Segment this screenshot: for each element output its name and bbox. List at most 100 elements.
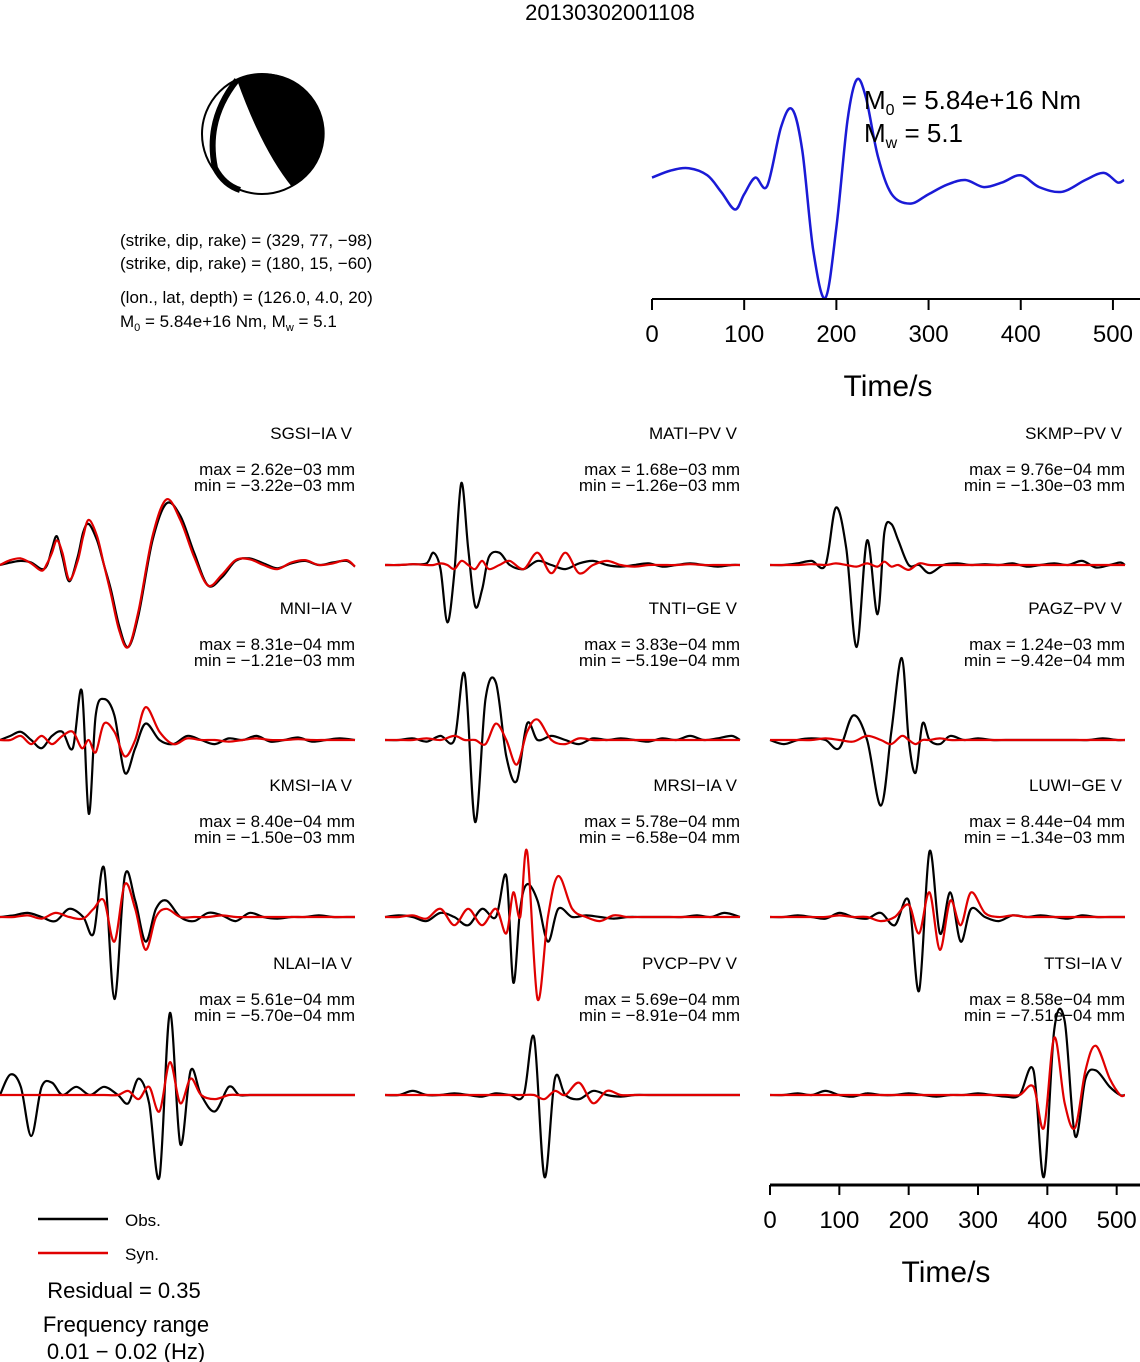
station-name: TNTI−GE V [649, 599, 738, 618]
synthetic-trace [769, 1036, 1126, 1131]
stf-tick-label: 200 [816, 321, 856, 348]
station-name: NLAI−IA V [273, 954, 353, 973]
station-max: max = 8.58e−04 mm [969, 990, 1125, 1009]
station-min: min = −7.51e−04 mm [964, 1006, 1125, 1025]
synthetic-trace [0, 882, 355, 951]
observed-trace [769, 506, 1126, 649]
legend-obs-label: Obs. [125, 1211, 161, 1230]
station-name: TTSI−IA V [1044, 954, 1123, 973]
stf-mw-label: Mw = 5.1 [864, 118, 963, 152]
bottom-tick-label: 0 [763, 1207, 776, 1234]
station-min: min = −1.21e−03 mm [194, 651, 355, 670]
synthetic-trace [770, 891, 1125, 951]
synthetic-trace [0, 1061, 355, 1113]
observed-trace [0, 501, 356, 649]
frequency-range: 0.01 − 0.02 (Hz) [47, 1339, 205, 1362]
stf-m0-label: M0 = 5.84e+16 Nm [864, 85, 1081, 119]
moment-summary: M0 = 5.84e+16 Nm, Mw = 5.1 [120, 312, 337, 334]
synthetic-trace [384, 718, 740, 766]
focal-line-2: (strike, dip, rake) = (180, 15, −60) [120, 254, 372, 273]
beachball-rim-shade [209, 78, 242, 193]
stf-tick-label: 400 [1001, 321, 1041, 348]
station-name: KMSI−IA V [269, 776, 352, 795]
station-min: min = −1.30e−03 mm [964, 476, 1125, 495]
station-name: PAGZ−PV V [1028, 599, 1122, 618]
station-name: MRSI−IA V [653, 776, 737, 795]
bottom-tick-label: 500 [1097, 1207, 1137, 1234]
source-time-function-panel: 0 100 200 300 400 500 Time/s [645, 77, 1140, 403]
focal-line-3: (lon., lat, depth) = (126.0, 4.0, 20) [120, 288, 373, 307]
station-min: min = −8.91e−04 mm [579, 1006, 740, 1025]
bottom-tick-label: 200 [889, 1207, 929, 1234]
stf-curve [651, 77, 1125, 300]
stf-tick-label: 500 [1093, 321, 1133, 348]
stf-tick-label: 100 [724, 321, 764, 348]
figure-title: 20130302001108 [525, 0, 695, 25]
station-name: MNI−IA V [280, 599, 353, 618]
focal-mechanism-beachball [201, 73, 325, 195]
synthetic-trace [384, 551, 740, 575]
synthetic-trace [384, 848, 740, 1002]
station-max: max = 1.24e−03 mm [969, 635, 1125, 654]
bottom-tick-label: 100 [819, 1207, 859, 1234]
legend: Obs. Syn. [38, 1211, 161, 1264]
station-max: max = 5.78e−04 mm [584, 812, 740, 831]
synthetic-trace [0, 706, 355, 758]
synthetic-trace [769, 734, 1125, 746]
residual-label: Residual = 0.35 [47, 1278, 201, 1303]
beachball-compressional-quadrant [237, 73, 325, 187]
station-min: min = −5.70e−04 mm [194, 1006, 355, 1025]
station-name: MATI−PV V [649, 424, 738, 443]
focal-line-1: (strike, dip, rake) = (329, 77, −98) [120, 231, 372, 250]
observed-trace [769, 1007, 1126, 1179]
station-min: min = −5.19e−04 mm [579, 651, 740, 670]
frequency-label: Frequency range [43, 1312, 209, 1337]
legend-syn-label: Syn. [125, 1245, 159, 1264]
station-name: SGSI−IA V [270, 424, 352, 443]
observed-trace [384, 1034, 740, 1179]
station-max: max = 8.40e−04 mm [199, 812, 355, 831]
station-min: min = −9.42e−04 mm [964, 651, 1125, 670]
stf-xlabel: Time/s [844, 370, 933, 403]
station-name: SKMP−PV V [1025, 424, 1123, 443]
stf-tick-label: 0 [645, 321, 658, 348]
observed-trace [0, 688, 356, 815]
station-max: max = 8.31e−04 mm [199, 635, 355, 654]
station-min: min = −3.22e−03 mm [194, 476, 355, 495]
observed-trace [0, 865, 355, 1001]
station-name: LUWI−GE V [1029, 776, 1123, 795]
station-max: max = 3.83e−04 mm [584, 635, 740, 654]
station-name: PVCP−PV V [642, 954, 738, 973]
station-min: min = −6.58e−04 mm [579, 828, 740, 847]
observed-trace [384, 671, 741, 824]
station-min: min = −1.26e−03 mm [579, 476, 740, 495]
station-max: max = 2.62e−03 mm [199, 460, 355, 479]
synthetic-trace [0, 498, 356, 649]
bottom-xlabel: Time/s [902, 1256, 991, 1289]
bottom-tick-label: 400 [1027, 1207, 1067, 1234]
stf-tick-label: 300 [909, 321, 949, 348]
station-max: max = 8.44e−04 mm [969, 812, 1125, 831]
waveform-time-axis: 0 100 200 300 400 500 Time/s [763, 1183, 1140, 1289]
station-min: min = −1.50e−03 mm [194, 828, 355, 847]
synthetic-trace [769, 560, 1125, 571]
bottom-tick-label: 300 [958, 1207, 998, 1234]
station-max: max = 5.69e−04 mm [584, 990, 740, 1009]
station-max: max = 9.76e−04 mm [969, 460, 1125, 479]
station-min: min = −1.34e−03 mm [964, 828, 1125, 847]
station-max: max = 1.68e−03 mm [584, 460, 740, 479]
